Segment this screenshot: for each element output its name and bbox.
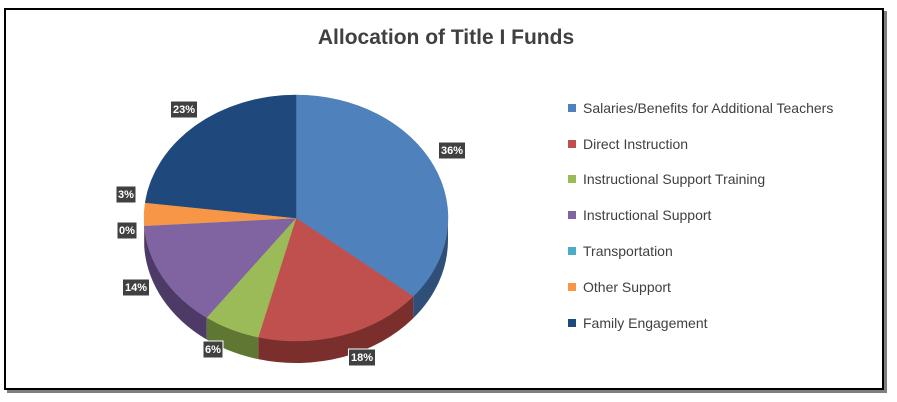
data-label-instructional-support: 14% <box>122 278 150 297</box>
svg-text:23%: 23% <box>173 104 195 116</box>
pie-slice-side-salaries-benefits-for-additional-teachers <box>413 218 448 319</box>
svg-text:14%: 14% <box>125 282 147 294</box>
legend-label: Instructional Support <box>583 207 712 224</box>
legend-item-other-support: Other Support <box>568 269 833 305</box>
legend-swatch <box>568 211 576 220</box>
pie-slice-instructional-support <box>144 217 297 318</box>
legend-item-transportation: Transportation <box>568 233 833 269</box>
legend-label: Direct Instruction <box>583 135 689 152</box>
legend-item-salaries-benefits-for-additional-teachers: Salaries/Benefits for Additional Teacher… <box>568 90 833 126</box>
legend: Salaries/Benefits for Additional Teacher… <box>568 90 833 341</box>
legend-label: Other Support <box>583 278 671 295</box>
pie-slice-salaries-benefits-for-additional-teachers <box>295 94 449 297</box>
data-label-direct-instruction: 18% <box>348 348 376 367</box>
legend-item-instructional-support: Instructional Support <box>568 197 833 233</box>
legend-swatch <box>568 139 576 148</box>
pie-slice-family-engagement <box>144 94 297 219</box>
svg-text:6%: 6% <box>205 344 221 356</box>
data-label-other-support: 3% <box>115 185 137 204</box>
chart-frame: Allocation of Title I Funds 36% 18% 6% 14% 0… <box>4 8 884 390</box>
legend-item-family-engagement: Family Engagement <box>568 305 833 341</box>
svg-text:36%: 36% <box>441 145 463 157</box>
legend-label: Transportation <box>583 243 673 260</box>
legend-label: Instructional Support Training <box>583 171 766 188</box>
legend-label: Family Engagement <box>583 314 708 331</box>
pie-slice-side-instructional-support-training <box>206 317 259 360</box>
legend-swatch <box>568 103 576 112</box>
legend-swatch <box>568 282 576 291</box>
legend-item-direct-instruction: Direct Instruction <box>568 126 833 162</box>
legend-swatch <box>568 247 576 256</box>
data-label-transportation: 0% <box>116 221 138 240</box>
pie-chart: 36% 18% 6% 14% 0% 3% 23% <box>115 94 466 367</box>
data-label-instructional-support-training: 6% <box>202 340 224 359</box>
pie-slice-direct-instruction <box>257 217 414 342</box>
data-label-salaries-benefits-for-additional-teachers: 36% <box>438 141 466 160</box>
legend-label: Salaries/Benefits for Additional Teacher… <box>583 99 834 116</box>
legend-swatch <box>568 175 576 184</box>
legend-item-instructional-support-training: Instructional Support Training <box>568 162 833 198</box>
chart-title: Allocation of Title I Funds <box>317 26 575 49</box>
svg-text:0%: 0% <box>119 225 135 237</box>
pie-slice-side-instructional-support <box>144 225 207 340</box>
pie-slice-side-direct-instruction <box>258 296 414 363</box>
data-label-family-engagement: 23% <box>170 100 198 119</box>
svg-text:18%: 18% <box>351 352 373 364</box>
svg-text:3%: 3% <box>118 189 134 201</box>
legend-swatch <box>568 318 576 327</box>
